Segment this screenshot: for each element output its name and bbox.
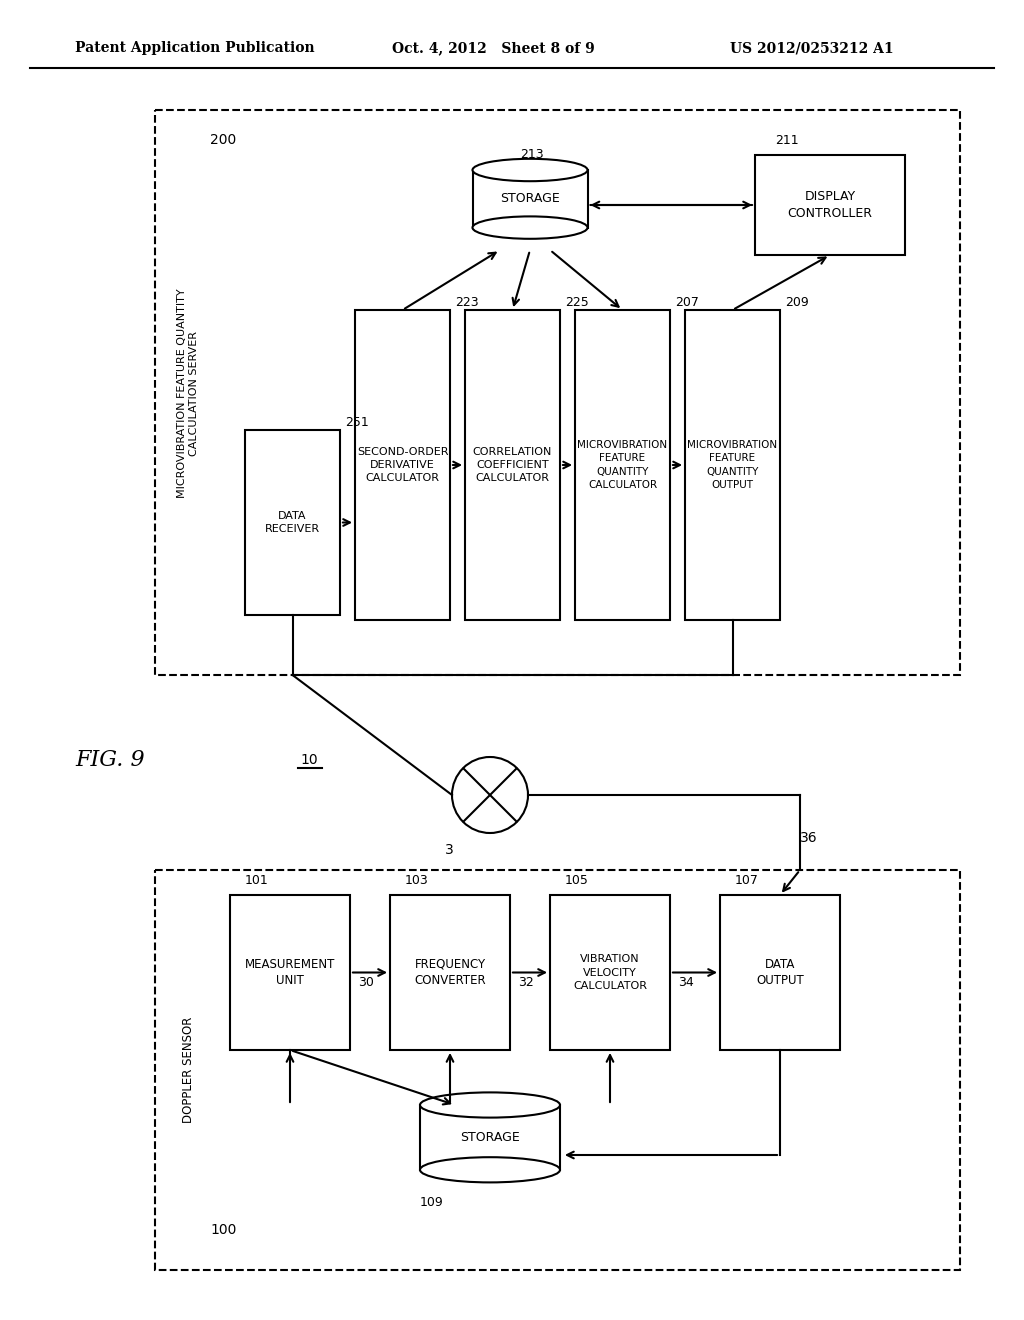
Text: 225: 225 bbox=[565, 296, 589, 309]
Text: 101: 101 bbox=[245, 874, 268, 887]
Bar bbox=[720, 895, 840, 1049]
Text: 213: 213 bbox=[520, 149, 544, 161]
Text: 32: 32 bbox=[518, 975, 534, 989]
Text: Patent Application Publication: Patent Application Publication bbox=[75, 41, 314, 55]
Bar bbox=[685, 310, 780, 620]
Text: SECOND-ORDER
DERIVATIVE
CALCULATOR: SECOND-ORDER DERIVATIVE CALCULATOR bbox=[356, 446, 449, 483]
Ellipse shape bbox=[420, 1093, 560, 1118]
Ellipse shape bbox=[472, 216, 588, 239]
Text: CORRELATION
COEFFICIENT
CALCULATOR: CORRELATION COEFFICIENT CALCULATOR bbox=[473, 446, 552, 483]
Text: 109: 109 bbox=[420, 1196, 443, 1209]
Text: 207: 207 bbox=[675, 296, 698, 309]
Bar bbox=[355, 310, 450, 620]
Text: 209: 209 bbox=[785, 296, 809, 309]
Text: 30: 30 bbox=[358, 975, 374, 989]
Text: 100: 100 bbox=[210, 1224, 237, 1237]
Text: STORAGE: STORAGE bbox=[460, 1131, 520, 1144]
Bar bbox=[245, 430, 340, 615]
Text: 105: 105 bbox=[565, 874, 589, 887]
Text: DOPPLER SENSOR: DOPPLER SENSOR bbox=[181, 1016, 195, 1123]
Bar bbox=[465, 310, 560, 620]
Bar bbox=[390, 895, 510, 1049]
Text: VIBRATION
VELOCITY
CALCULATOR: VIBRATION VELOCITY CALCULATOR bbox=[573, 954, 647, 991]
Text: 211: 211 bbox=[775, 133, 799, 147]
Text: 103: 103 bbox=[406, 874, 429, 887]
Bar bbox=[155, 110, 961, 675]
Text: 36: 36 bbox=[800, 832, 817, 845]
Text: 107: 107 bbox=[735, 874, 759, 887]
Text: FREQUENCY
CONVERTER: FREQUENCY CONVERTER bbox=[414, 957, 485, 987]
Text: MEASUREMENT
UNIT: MEASUREMENT UNIT bbox=[245, 957, 335, 987]
Ellipse shape bbox=[472, 158, 588, 181]
Bar bbox=[230, 895, 350, 1049]
Bar bbox=[155, 870, 961, 1270]
Text: 251: 251 bbox=[345, 416, 369, 429]
Text: MICROVIBRATION
FEATURE
QUANTITY
OUTPUT: MICROVIBRATION FEATURE QUANTITY OUTPUT bbox=[687, 440, 777, 490]
Text: MICROVIBRATION
FEATURE
QUANTITY
CALCULATOR: MICROVIBRATION FEATURE QUANTITY CALCULAT… bbox=[578, 440, 668, 490]
Text: DATA
RECEIVER: DATA RECEIVER bbox=[265, 511, 321, 535]
Bar bbox=[575, 310, 670, 620]
Text: 10: 10 bbox=[300, 752, 317, 767]
Text: DISPLAY
CONTROLLER: DISPLAY CONTROLLER bbox=[787, 190, 872, 220]
Text: 3: 3 bbox=[445, 843, 454, 857]
Text: Oct. 4, 2012   Sheet 8 of 9: Oct. 4, 2012 Sheet 8 of 9 bbox=[392, 41, 595, 55]
Text: DATA
OUTPUT: DATA OUTPUT bbox=[756, 957, 804, 987]
Text: FIG. 9: FIG. 9 bbox=[75, 748, 144, 771]
Text: 200: 200 bbox=[210, 133, 237, 147]
Bar bbox=[550, 895, 670, 1049]
Ellipse shape bbox=[420, 1158, 560, 1183]
Text: STORAGE: STORAGE bbox=[500, 193, 560, 206]
Text: 223: 223 bbox=[455, 296, 478, 309]
Text: 34: 34 bbox=[678, 975, 693, 989]
Bar bbox=[755, 154, 905, 255]
Text: MICROVIBRATION FEATURE QUANTITY
CALCULATION SERVER: MICROVIBRATION FEATURE QUANTITY CALCULAT… bbox=[177, 288, 200, 498]
Text: US 2012/0253212 A1: US 2012/0253212 A1 bbox=[730, 41, 894, 55]
